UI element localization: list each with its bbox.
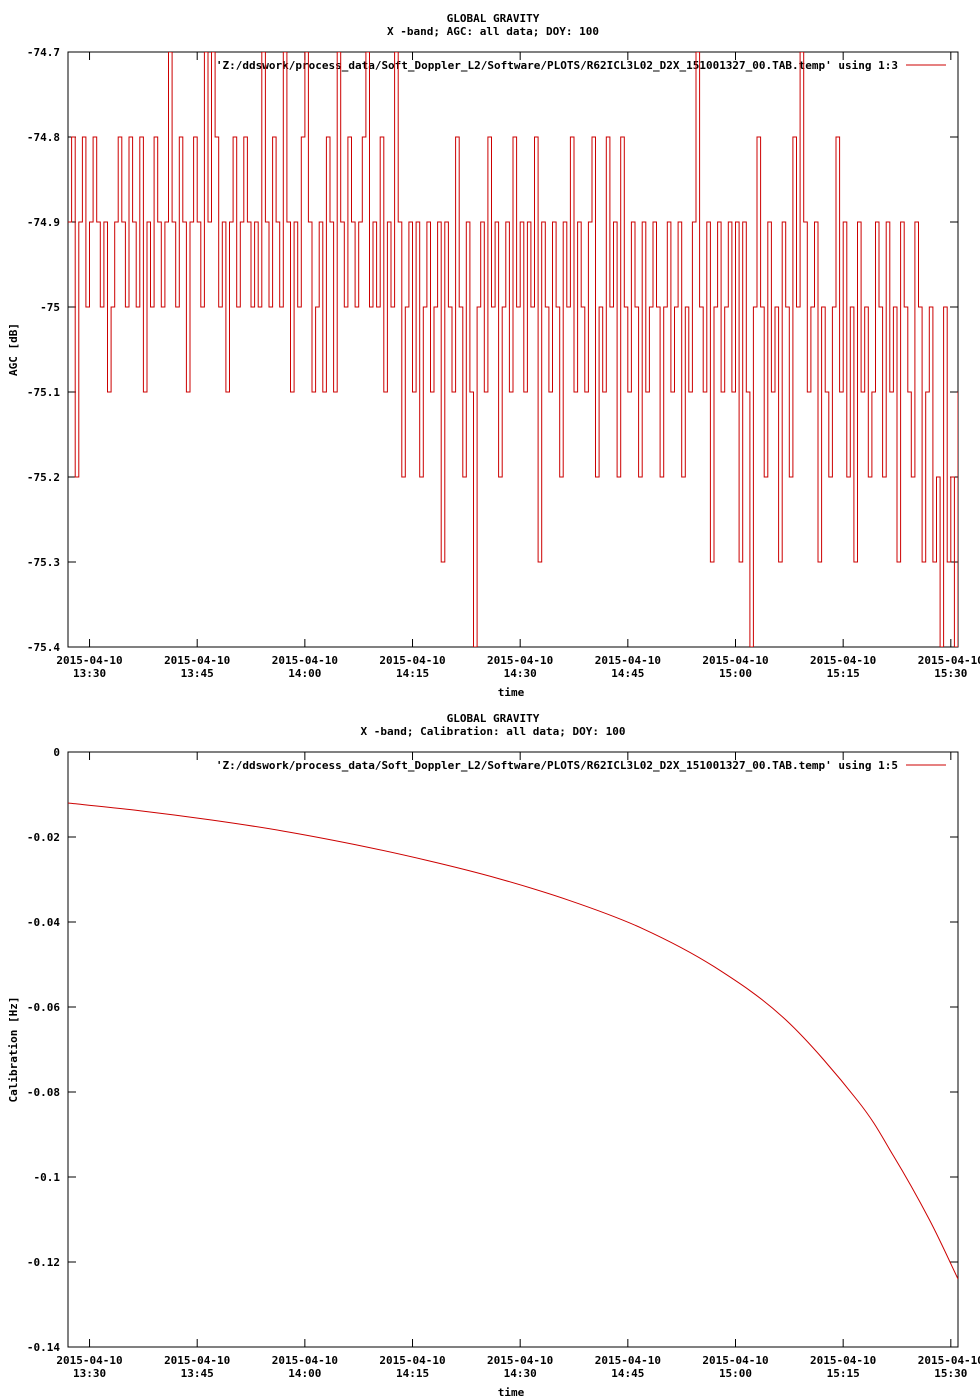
x-tick-time: 15:30: [934, 1367, 967, 1380]
x-tick-time: 15:15: [827, 1367, 860, 1380]
y-tick-label: -74.7: [27, 46, 60, 59]
x-tick-date: 2015-04-10: [56, 654, 122, 667]
plot-frame: [67, 51, 959, 648]
x-tick-time: 14:45: [611, 667, 644, 680]
x-axis-label: time: [498, 1386, 525, 1399]
y-axis-label: Calibration [Hz]: [7, 997, 20, 1103]
series-line: [68, 52, 958, 647]
x-tick-date: 2015-04-10: [272, 654, 338, 667]
x-axis-label: time: [498, 686, 525, 699]
x-tick-date: 2015-04-10: [379, 654, 445, 667]
x-tick-date: 2015-04-10: [56, 1354, 122, 1367]
x-tick-time: 14:15: [396, 667, 429, 680]
x-tick-time: 15:00: [719, 667, 752, 680]
x-tick-time: 13:30: [73, 667, 106, 680]
chart-title: GLOBAL GRAVITY: [447, 712, 540, 725]
x-tick-date: 2015-04-10: [164, 1354, 230, 1367]
x-tick-time: 15:15: [827, 667, 860, 680]
chart-title: GLOBAL GRAVITY: [447, 12, 540, 25]
legend-label: 'Z:/ddswork/process_data/Soft_Doppler_L2…: [216, 59, 898, 72]
x-tick-date: 2015-04-10: [918, 654, 980, 667]
x-tick-time: 14:00: [288, 667, 321, 680]
y-tick-label: -0.12: [27, 1256, 60, 1269]
x-tick-time: 15:30: [934, 667, 967, 680]
x-tick-time: 15:00: [719, 1367, 752, 1380]
chart-subtitle: X -band; Calibration: all data; DOY: 100: [361, 725, 626, 738]
x-tick-time: 13:45: [181, 667, 214, 680]
y-tick-label: -0.02: [27, 831, 60, 844]
y-tick-label: 0: [53, 746, 60, 759]
y-tick-label: -75.1: [27, 386, 60, 399]
y-tick-label: -75: [40, 301, 60, 314]
x-tick-date: 2015-04-10: [487, 654, 553, 667]
x-tick-date: 2015-04-10: [595, 654, 661, 667]
y-axis-label: AGC [dB]: [7, 323, 20, 376]
y-tick-label: -0.1: [34, 1171, 61, 1184]
y-tick-label: -75.4: [27, 641, 60, 654]
x-tick-date: 2015-04-10: [810, 1354, 876, 1367]
x-tick-date: 2015-04-10: [164, 654, 230, 667]
x-tick-date: 2015-04-10: [702, 654, 768, 667]
plot-frame: [67, 751, 959, 1348]
x-tick-date: 2015-04-10: [918, 1354, 980, 1367]
x-tick-time: 13:45: [181, 1367, 214, 1380]
x-tick-time: 13:30: [73, 1367, 106, 1380]
x-tick-time: 14:45: [611, 1367, 644, 1380]
y-tick-label: -74.8: [27, 131, 60, 144]
y-tick-label: -0.06: [27, 1001, 60, 1014]
x-tick-date: 2015-04-10: [379, 1354, 445, 1367]
y-tick-label: -75.3: [27, 556, 60, 569]
y-tick-label: -74.9: [27, 216, 60, 229]
y-tick-label: -0.04: [27, 916, 60, 929]
legend-label: 'Z:/ddswork/process_data/Soft_Doppler_L2…: [216, 759, 898, 772]
chart-subtitle: X -band; AGC: all data; DOY: 100: [387, 25, 599, 38]
x-tick-date: 2015-04-10: [810, 654, 876, 667]
series-line: [68, 802, 958, 1280]
x-tick-time: 14:15: [396, 1367, 429, 1380]
x-tick-date: 2015-04-10: [595, 1354, 661, 1367]
x-tick-time: 14:00: [288, 1367, 321, 1380]
y-tick-label: -0.14: [27, 1341, 60, 1354]
x-tick-date: 2015-04-10: [272, 1354, 338, 1367]
y-tick-label: -0.08: [27, 1086, 60, 1099]
x-tick-time: 14:30: [504, 667, 537, 680]
x-tick-date: 2015-04-10: [487, 1354, 553, 1367]
x-tick-date: 2015-04-10: [702, 1354, 768, 1367]
x-tick-time: 14:30: [504, 1367, 537, 1380]
y-tick-label: -75.2: [27, 471, 60, 484]
